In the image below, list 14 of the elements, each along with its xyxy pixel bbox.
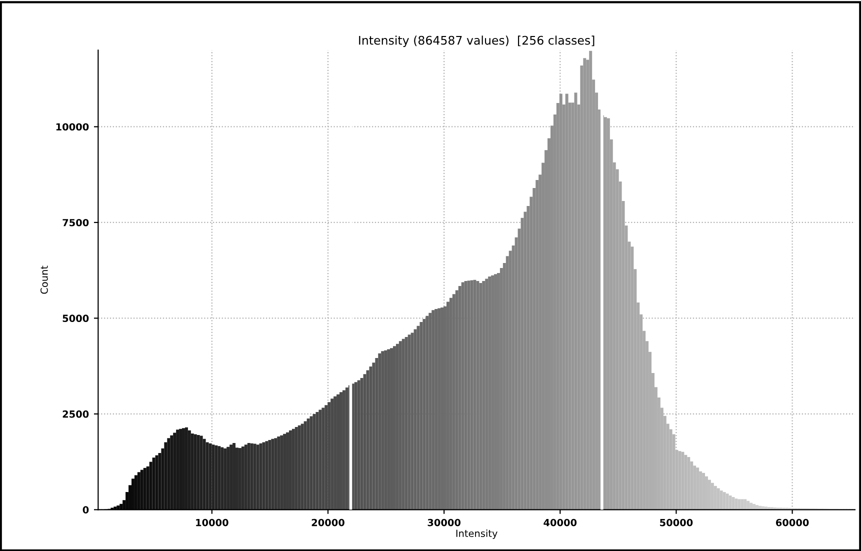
x-axis-title: Intensity	[456, 530, 498, 539]
x-tick-label: 20000	[312, 518, 344, 526]
x-tick-label: 40000	[544, 518, 577, 526]
x-tick-label: 10000	[196, 518, 228, 526]
y-tick-label: 5000	[62, 314, 89, 322]
x-tick-label: 30000	[428, 518, 461, 526]
chart-title: Intensity (864587 values) [256 classes]	[359, 36, 594, 48]
y-axis-title: Count	[40, 266, 48, 294]
x-tick-label: 50000	[660, 518, 693, 526]
y-tick-label: 2500	[62, 410, 89, 418]
y-tick-label: 10000	[56, 123, 89, 131]
y-tick-label: 7500	[62, 218, 89, 226]
x-tick-label: 60000	[776, 518, 809, 526]
y-tick-label: 0	[82, 506, 89, 514]
